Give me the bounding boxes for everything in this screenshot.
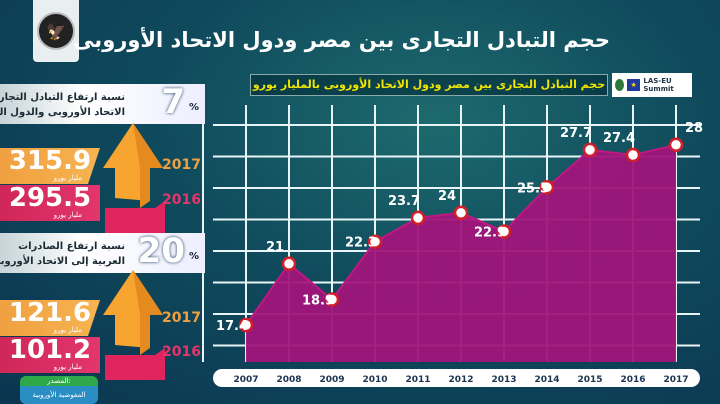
data-label: 23.7: [388, 194, 420, 209]
data-label: 17.4: [216, 319, 248, 334]
data-point: [539, 180, 555, 195]
value-unit: مليار يورو: [53, 326, 82, 334]
data-label: 22.9: [474, 226, 506, 241]
value-2016: 101.2 مليار يورو: [0, 337, 100, 373]
data-point: [453, 205, 469, 221]
data-point: [496, 224, 512, 239]
stat-exports-growth: 20 % نسبة ارتفاع الصادرات العربية إلى الا…: [0, 231, 205, 273]
data-point: [238, 317, 254, 333]
chart-title: حجم التبادل التجارى بين مصر ودول الاتحاد…: [250, 74, 608, 96]
value-2016: 295.5 مليار يورو: [0, 185, 100, 221]
eu-flag-icon: ★: [626, 79, 641, 91]
value-number: 121.6: [8, 298, 92, 328]
growth-arrow-icon: [103, 123, 165, 233]
x-tick-label: 2014: [534, 375, 559, 385]
year-2016: 2016: [162, 192, 201, 208]
value-number: 315.9: [8, 146, 92, 176]
x-tick-label: 2017: [663, 375, 688, 385]
source-value: المفوضية الأوروبية: [20, 386, 98, 404]
source-box: المصدر: المفوضية الأوروبية: [20, 376, 98, 404]
summit-label: LAS-EU Summit: [643, 77, 674, 93]
data-point: [625, 147, 641, 163]
x-tick-label: 2013: [491, 375, 516, 385]
value-number: 295.5: [8, 183, 92, 213]
data-point: [410, 210, 426, 226]
data-label: 18.9: [302, 294, 334, 309]
arab-league-logo-icon: [615, 79, 624, 91]
data-point: [324, 292, 340, 307]
x-tick-label: 2015: [577, 375, 602, 385]
stat-value: 7: [161, 82, 185, 122]
stat-trade-growth: 7 % نسبة ارتفاع التبادل التجارى بين الاتح…: [0, 82, 205, 124]
year-2016: 2016: [162, 344, 201, 360]
data-point: [582, 142, 598, 158]
data-point: [367, 234, 383, 249]
x-tick-label: 2011: [405, 375, 430, 385]
stat-value: 20: [137, 231, 185, 271]
x-tick-label: 2012: [448, 375, 473, 385]
value-unit: مليار يورو: [53, 211, 82, 219]
stat-text: نسبة ارتفاع الصادرات: [18, 241, 125, 252]
cabinet-logo: 🦅: [33, 0, 79, 62]
data-point: [668, 137, 684, 153]
stat-text: نسبة ارتفاع التبادل التجارى بين: [0, 92, 125, 103]
data-label: 28: [685, 121, 703, 136]
area-fill: [246, 144, 676, 362]
data-label: 21: [266, 240, 284, 255]
summit-badges: ★ LAS-EU Summit: [612, 73, 692, 97]
year-2017: 2017: [162, 157, 201, 173]
data-label: 22.3: [345, 236, 377, 251]
value-unit: مليار يورو: [53, 363, 82, 371]
stat-unit: %: [188, 251, 199, 262]
x-axis-bar: [213, 369, 700, 387]
x-tick-label: 2007: [233, 375, 258, 385]
data-point: [281, 256, 297, 272]
x-tick-label: 2016: [620, 375, 645, 385]
data-label: 27.7: [560, 126, 592, 141]
data-label: 25.5: [517, 181, 549, 196]
data-label: 27.4: [603, 131, 635, 146]
x-tick-label: 2010: [362, 375, 387, 385]
x-tick-label: 2009: [319, 375, 344, 385]
stat-unit: %: [188, 102, 199, 113]
value-number: 101.2: [8, 335, 92, 365]
page-title: حجم التبادل التجارى بين مصر ودول الاتحاد…: [73, 28, 610, 52]
value-unit: مليار يورو: [53, 174, 82, 182]
x-tick-label: 2008: [276, 375, 301, 385]
data-label: 24: [438, 189, 456, 204]
value-2017: 315.9 مليار يورو: [0, 148, 100, 184]
growth-arrow-icon: [103, 270, 165, 380]
year-2017: 2017: [162, 310, 201, 326]
value-2017: 121.6 مليار يورو: [0, 300, 100, 336]
stat-text: الاتحاد الأوروبى والدول العربية: [0, 107, 125, 118]
stat-text: العربية إلى الاتحاد الأوروبى: [0, 256, 125, 267]
eagle-seal-icon: 🦅: [37, 12, 75, 50]
source-label: المصدر:: [20, 376, 98, 386]
